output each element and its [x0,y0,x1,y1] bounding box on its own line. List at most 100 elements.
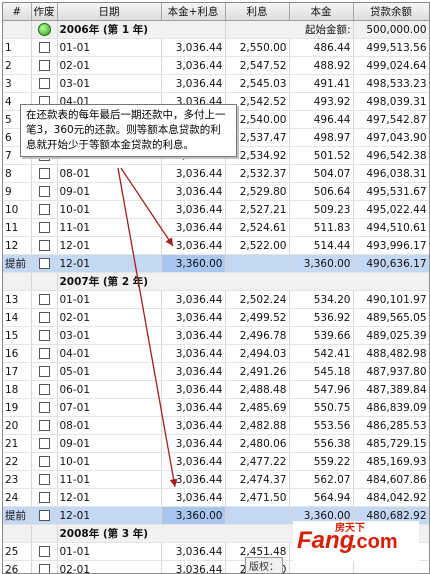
row-void-cell[interactable] [31,200,58,219]
row-principal: 536.92 [289,308,354,327]
table-row[interactable]: 9 09-01 3,036.44 2,529.80 506.64 495,531.67 [3,182,429,201]
col-header-payment[interactable]: 本金+利息 [161,3,226,21]
void-checkbox[interactable] [38,60,50,71]
void-checkbox[interactable] [38,294,50,305]
void-checkbox[interactable] [38,492,50,503]
row-void-cell[interactable] [31,542,58,561]
table-row[interactable]: 24 12-01 3,036.44 2,471.50 564.94 484,042.92 [3,488,429,507]
void-checkbox[interactable] [38,348,50,359]
table-row[interactable]: 8 08-01 3,036.44 2,532.37 504.07 496,038.31 [3,164,429,183]
col-header-balance[interactable]: 贷款余额 [353,3,429,21]
row-interest: 2,545.03 [225,74,290,93]
row-void-cell[interactable] [31,218,58,237]
table-row[interactable]: 20 08-01 3,036.44 2,482.88 553.56 486,285.53 [3,416,429,435]
col-header-interest[interactable]: 利息 [225,3,290,21]
row-void-cell[interactable] [31,452,58,471]
row-void-cell[interactable] [31,326,58,345]
prepay-void-cell[interactable] [31,254,58,273]
row-void-cell[interactable] [31,38,58,57]
void-checkbox[interactable] [38,42,50,53]
row-void-cell[interactable] [31,164,58,183]
row-void-cell[interactable] [31,362,58,381]
void-checkbox[interactable] [38,420,50,431]
row-date: 12-01 [57,488,162,507]
void-checkbox[interactable] [38,564,50,573]
row-void-cell[interactable] [31,236,58,255]
year-header-row: 2007年 (第 2 年) [3,272,429,291]
void-checkbox[interactable] [38,222,50,233]
row-principal: 562.07 [289,470,354,489]
row-interest: 2,482.88 [225,416,290,435]
green-status-icon[interactable] [37,23,51,36]
table-row[interactable]: 2 02-01 3,036.44 2,547.52 488.92 499,024.64 [3,56,429,75]
table-row[interactable]: 12 12-01 3,036.44 2,522.00 514.44 493,996.17 [3,236,429,255]
row-principal: 488.92 [289,56,354,75]
row-payment: 3,036.44 [161,542,226,561]
prepayment-row[interactable]: 提前 12-01 3,360.00 3,360.00 490,636.17 [3,254,429,273]
void-checkbox[interactable] [38,474,50,485]
col-header-principal[interactable]: 本金 [289,3,354,21]
row-date: 03-01 [57,74,162,93]
void-checkbox[interactable] [38,330,50,341]
prepay-void-cell[interactable] [31,506,58,525]
table-row[interactable]: 17 05-01 3,036.44 2,491.26 545.18 487,937.80 [3,362,429,381]
table-row[interactable]: 22 10-01 3,036.44 2,477.22 559.22 485,169.93 [3,452,429,471]
row-number: 24 [3,488,32,507]
void-checkbox[interactable] [38,258,50,269]
table-row[interactable]: 13 01-01 3,036.44 2,502.24 534.20 490,101.97 [3,290,429,309]
row-void-cell[interactable] [31,434,58,453]
table-row[interactable]: 10 10-01 3,036.44 2,527.21 509.23 495,022.44 [3,200,429,219]
logo-chinese-text: 房天下 [335,523,365,534]
void-checkbox[interactable] [38,240,50,251]
table-row[interactable]: 1 01-01 3,036.44 2,550.00 486.44 499,513.56 [3,38,429,57]
table-row[interactable]: 14 02-01 3,036.44 2,499.52 536.92 489,565.05 [3,308,429,327]
col-header-action[interactable]: 作废 [31,3,58,21]
col-header-date[interactable]: 日期 [57,3,162,21]
void-checkbox[interactable] [38,456,50,467]
row-number: 25 [3,542,32,561]
void-checkbox[interactable] [38,510,50,521]
table-row[interactable]: 21 09-01 3,036.44 2,480.06 556.38 485,729.15 [3,434,429,453]
prepay-principal: 3,360.00 [289,506,354,525]
void-checkbox[interactable] [38,78,50,89]
row-balance: 496,038.31 [353,164,429,183]
year-icon-cell[interactable] [31,20,58,39]
col-header-no[interactable]: # [3,3,32,21]
table-row[interactable]: 11 11-01 3,036.44 2,524.61 511.83 494,510.61 [3,218,429,237]
table-row[interactable]: 18 06-01 3,036.44 2,488.48 547.96 487,389.84 [3,380,429,399]
row-void-cell[interactable] [31,56,58,75]
row-void-cell[interactable] [31,344,58,363]
prepayment-row[interactable]: 提前 12-01 3,360.00 3,360.00 480,682.92 [3,506,429,525]
row-balance: 485,169.93 [353,452,429,471]
row-void-cell[interactable] [31,416,58,435]
row-void-cell[interactable] [31,74,58,93]
table-row[interactable]: 23 11-01 3,036.44 2,474.37 562.07 484,607.86 [3,470,429,489]
prepay-balance: 480,682.92 [353,506,429,525]
row-void-cell[interactable] [31,470,58,489]
void-checkbox[interactable] [38,546,50,557]
row-void-cell[interactable] [31,560,58,573]
row-principal: 511.83 [289,218,354,237]
void-checkbox[interactable] [38,168,50,179]
row-number: 18 [3,380,32,399]
void-checkbox[interactable] [38,366,50,377]
void-checkbox[interactable] [38,204,50,215]
row-void-cell[interactable] [31,398,58,417]
table-row[interactable]: 16 04-01 3,036.44 2,494.03 542.41 488,482.98 [3,344,429,363]
void-checkbox[interactable] [38,186,50,197]
row-void-cell[interactable] [31,488,58,507]
table-row[interactable]: 15 03-01 3,036.44 2,496.78 539.66 489,025.39 [3,326,429,345]
void-checkbox[interactable] [38,438,50,449]
table-row[interactable]: 3 03-01 3,036.44 2,545.03 491.41 498,533.23 [3,74,429,93]
table-row[interactable]: 19 07-01 3,036.44 2,485.69 550.75 486,839.09 [3,398,429,417]
row-void-cell[interactable] [31,290,58,309]
void-checkbox[interactable] [38,312,50,323]
void-checkbox[interactable] [38,402,50,413]
row-interest: 2,491.26 [225,362,290,381]
row-void-cell[interactable] [31,380,58,399]
row-void-cell[interactable] [31,308,58,327]
row-void-cell[interactable] [31,182,58,201]
void-checkbox[interactable] [38,384,50,395]
row-interest: 2,485.69 [225,398,290,417]
